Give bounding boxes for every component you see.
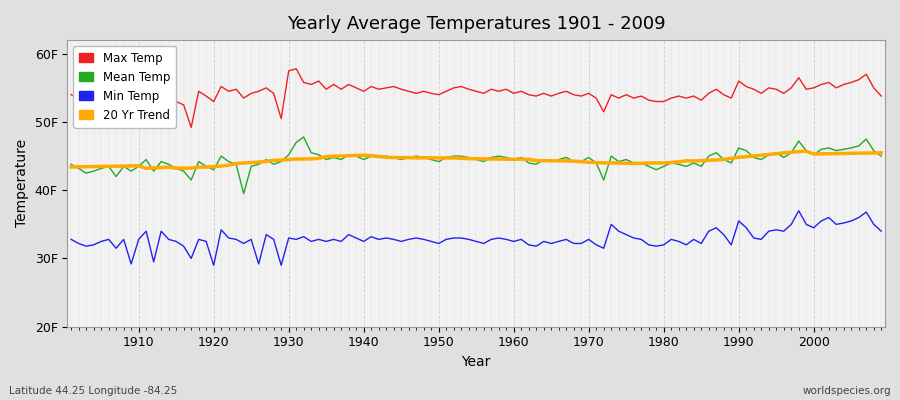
Text: worldspecies.org: worldspecies.org	[803, 386, 891, 396]
Y-axis label: Temperature: Temperature	[15, 139, 29, 228]
Title: Yearly Average Temperatures 1901 - 2009: Yearly Average Temperatures 1901 - 2009	[287, 15, 665, 33]
Text: Latitude 44.25 Longitude -84.25: Latitude 44.25 Longitude -84.25	[9, 386, 177, 396]
Legend: Max Temp, Mean Temp, Min Temp, 20 Yr Trend: Max Temp, Mean Temp, Min Temp, 20 Yr Tre…	[73, 46, 176, 128]
X-axis label: Year: Year	[462, 355, 490, 369]
